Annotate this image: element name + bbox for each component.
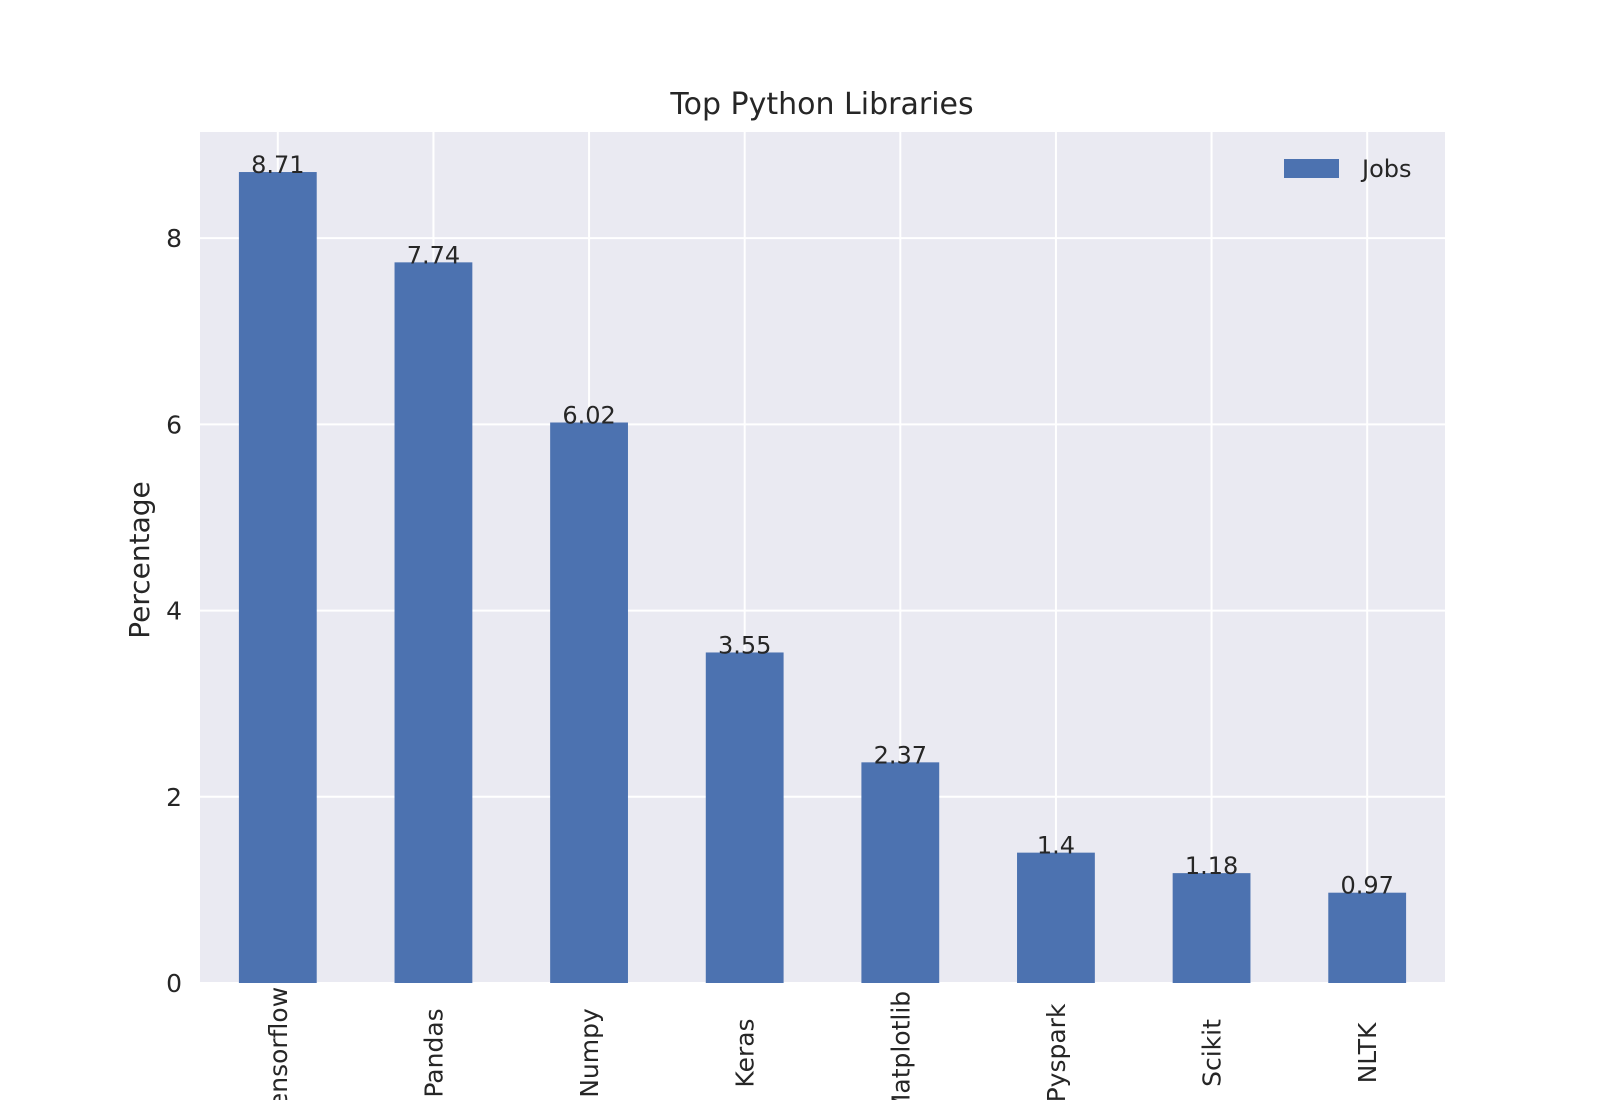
bar-numpy: [550, 422, 628, 984]
value-label-scikit: 1.18: [1185, 852, 1238, 880]
x-tick-label-tensorflow: Tensorflow: [264, 987, 293, 1100]
y-axis-label: Percentage: [123, 481, 156, 639]
bar-scikit: [1172, 873, 1251, 983]
y-tick-label: 2: [166, 783, 182, 812]
legend-swatch-jobs: [1284, 159, 1339, 178]
x-tick-label-pyspark: Pyspark: [1042, 1003, 1071, 1100]
y-tick-label: 6: [166, 410, 182, 439]
bar-tensorflow: [238, 172, 317, 983]
value-labels: 8.71 7.74 6.02 3.55 2.37 1.4 1.18 0.97: [251, 151, 1394, 900]
bar-matplotlib: [861, 762, 940, 983]
value-label-pyspark: 1.4: [1037, 832, 1075, 860]
y-tick-label: 0: [166, 969, 182, 998]
legend: Jobs: [1284, 155, 1412, 183]
value-label-matplotlib: 2.37: [874, 741, 927, 769]
y-axis-ticks: 0 2 4 6 8: [166, 224, 182, 998]
bar-pandas: [394, 262, 473, 983]
bar-nltk: [1328, 892, 1407, 983]
value-label-nltk: 0.97: [1340, 872, 1393, 900]
value-label-numpy: 6.02: [562, 401, 615, 429]
x-axis-ticks: Tensorflow Pandas Numpy Keras Matplotlib Pysp…: [264, 987, 1382, 1100]
value-label-keras: 3.55: [718, 631, 771, 659]
y-tick-label: 4: [166, 597, 182, 626]
x-tick-label-pandas: Pandas: [419, 1008, 448, 1097]
bars: [238, 172, 1407, 984]
legend-label-jobs: Jobs: [1360, 155, 1412, 183]
bar-keras: [705, 652, 784, 983]
x-tick-label-matplotlib: Matplotlib: [886, 991, 915, 1100]
y-tick-label: 8: [166, 224, 182, 253]
x-tick-label-nltk: NLTK: [1353, 1022, 1382, 1083]
bar-pyspark: [1017, 852, 1095, 983]
chart-title: Top Python Libraries: [669, 87, 973, 122]
value-label-pandas: 7.74: [407, 241, 460, 269]
x-tick-label-scikit: Scikit: [1198, 1019, 1227, 1087]
value-label-tensorflow: 8.71: [251, 151, 304, 179]
x-tick-label-keras: Keras: [731, 1018, 760, 1087]
x-tick-label-numpy: Numpy: [575, 1008, 604, 1098]
plot-background: [200, 132, 1445, 983]
